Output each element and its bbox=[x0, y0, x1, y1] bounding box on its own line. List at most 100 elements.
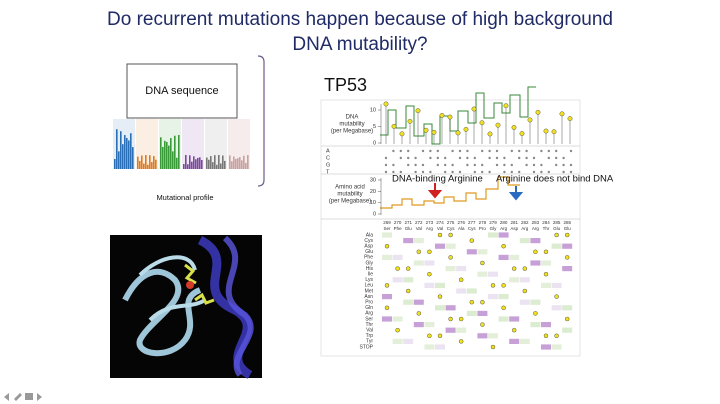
lollipop-head bbox=[399, 131, 405, 137]
grid-cell bbox=[392, 254, 403, 260]
base-dot bbox=[414, 156, 417, 160]
grid-cell bbox=[541, 344, 551, 350]
profile-bar bbox=[241, 160, 243, 169]
base-dot bbox=[444, 156, 447, 160]
base-dot bbox=[444, 163, 447, 167]
profile-bar bbox=[245, 162, 247, 169]
base-dot bbox=[399, 156, 402, 160]
base-dot bbox=[510, 170, 513, 174]
amino-acid-label: Asp bbox=[364, 244, 373, 250]
base-dot bbox=[473, 170, 476, 174]
base-dot bbox=[399, 170, 402, 174]
profile-bar bbox=[193, 156, 195, 169]
grid-dot bbox=[459, 339, 464, 344]
amino-acid-label: Trp bbox=[366, 333, 374, 339]
gene-name: TP53 bbox=[324, 75, 367, 95]
base-dot bbox=[451, 170, 454, 174]
lollipop-head bbox=[471, 106, 477, 112]
grid-cell bbox=[456, 288, 467, 294]
grid-cell bbox=[541, 322, 551, 328]
profile-bar bbox=[216, 164, 218, 169]
base-dot bbox=[540, 149, 543, 153]
dna-tick-label: 5 bbox=[373, 124, 376, 130]
codon-number: 277 bbox=[468, 220, 476, 225]
sequence-label: DNA sequence bbox=[145, 85, 218, 97]
base-label: A bbox=[326, 148, 330, 154]
profile-bar bbox=[233, 156, 235, 169]
grid-cell bbox=[435, 282, 445, 288]
lollipop-head bbox=[463, 126, 469, 132]
profile-bar bbox=[237, 158, 239, 169]
profile-bar bbox=[243, 155, 245, 169]
profile-bar bbox=[132, 147, 134, 169]
lollipop-head bbox=[511, 125, 517, 130]
codon-number: 284 bbox=[542, 220, 550, 225]
profile-bar bbox=[120, 131, 122, 169]
grid-dot bbox=[543, 249, 549, 255]
grid-cell bbox=[530, 299, 541, 305]
grid-cell bbox=[382, 316, 392, 322]
grid-cell bbox=[530, 322, 541, 328]
grid-dot bbox=[448, 316, 453, 322]
profile-bar bbox=[141, 155, 143, 169]
grid-dot bbox=[522, 288, 527, 294]
mutational-profile-image bbox=[113, 119, 250, 169]
grid-cell bbox=[509, 277, 520, 283]
grid-cell bbox=[445, 305, 456, 311]
codon-number: 286 bbox=[563, 220, 571, 225]
profile-bar bbox=[247, 155, 249, 169]
profile-bar bbox=[210, 156, 212, 169]
profile-bar bbox=[130, 133, 132, 169]
grid-dot bbox=[416, 311, 421, 316]
grid-dot bbox=[533, 249, 538, 255]
grid-dot bbox=[490, 283, 496, 288]
grid-cell bbox=[519, 238, 530, 244]
base-dot bbox=[466, 163, 469, 167]
codon-residue: Glu bbox=[405, 226, 413, 231]
base-dot bbox=[481, 170, 484, 174]
profile-bar bbox=[172, 151, 174, 169]
codon-number: 283 bbox=[532, 220, 540, 225]
grid-cell bbox=[509, 254, 520, 260]
grid-dot bbox=[395, 266, 400, 271]
grid-dot bbox=[565, 232, 570, 238]
base-dot bbox=[421, 170, 425, 174]
grid-dot bbox=[480, 300, 485, 305]
grid-dot bbox=[459, 277, 464, 282]
slide-toolbar[interactable] bbox=[4, 393, 42, 401]
grid-cell bbox=[562, 266, 573, 272]
codon-number: 272 bbox=[415, 220, 423, 225]
profile-bar bbox=[168, 145, 170, 169]
grid-cell bbox=[498, 232, 509, 238]
grid-cell bbox=[562, 305, 573, 311]
amino-acid-label: Lys bbox=[365, 277, 373, 283]
codon-number: 275 bbox=[447, 220, 455, 225]
grid-dot bbox=[554, 294, 559, 299]
profile-bar bbox=[197, 157, 199, 169]
codon-number: 280 bbox=[500, 220, 508, 225]
profile-bar bbox=[224, 160, 226, 169]
protein-image bbox=[110, 235, 262, 379]
annotation: Arginine does not bind DNA bbox=[496, 174, 614, 185]
base-label: C bbox=[326, 155, 330, 161]
grid-dot bbox=[437, 333, 443, 338]
grid-cell bbox=[413, 299, 424, 305]
codon-residue: Glu bbox=[564, 226, 572, 231]
amino-acid-label: Leu bbox=[365, 283, 374, 289]
grid-cell bbox=[541, 282, 551, 288]
grid-dot bbox=[406, 266, 411, 271]
grid-dot bbox=[522, 266, 527, 271]
grid-cell bbox=[456, 327, 467, 333]
grid-dot bbox=[533, 311, 538, 316]
profile-bar bbox=[151, 162, 153, 169]
base-dot bbox=[451, 163, 454, 167]
aa-tick-label: 10 bbox=[370, 200, 376, 206]
profile-bar bbox=[139, 161, 141, 169]
profile-bar bbox=[114, 159, 116, 169]
aa-axis-label: mutability bbox=[337, 192, 362, 198]
base-dot bbox=[518, 170, 521, 174]
base-dot bbox=[488, 156, 491, 160]
dna-axis-label: DNA bbox=[346, 115, 359, 121]
base-dot bbox=[481, 163, 484, 167]
grid-dot bbox=[437, 294, 443, 299]
